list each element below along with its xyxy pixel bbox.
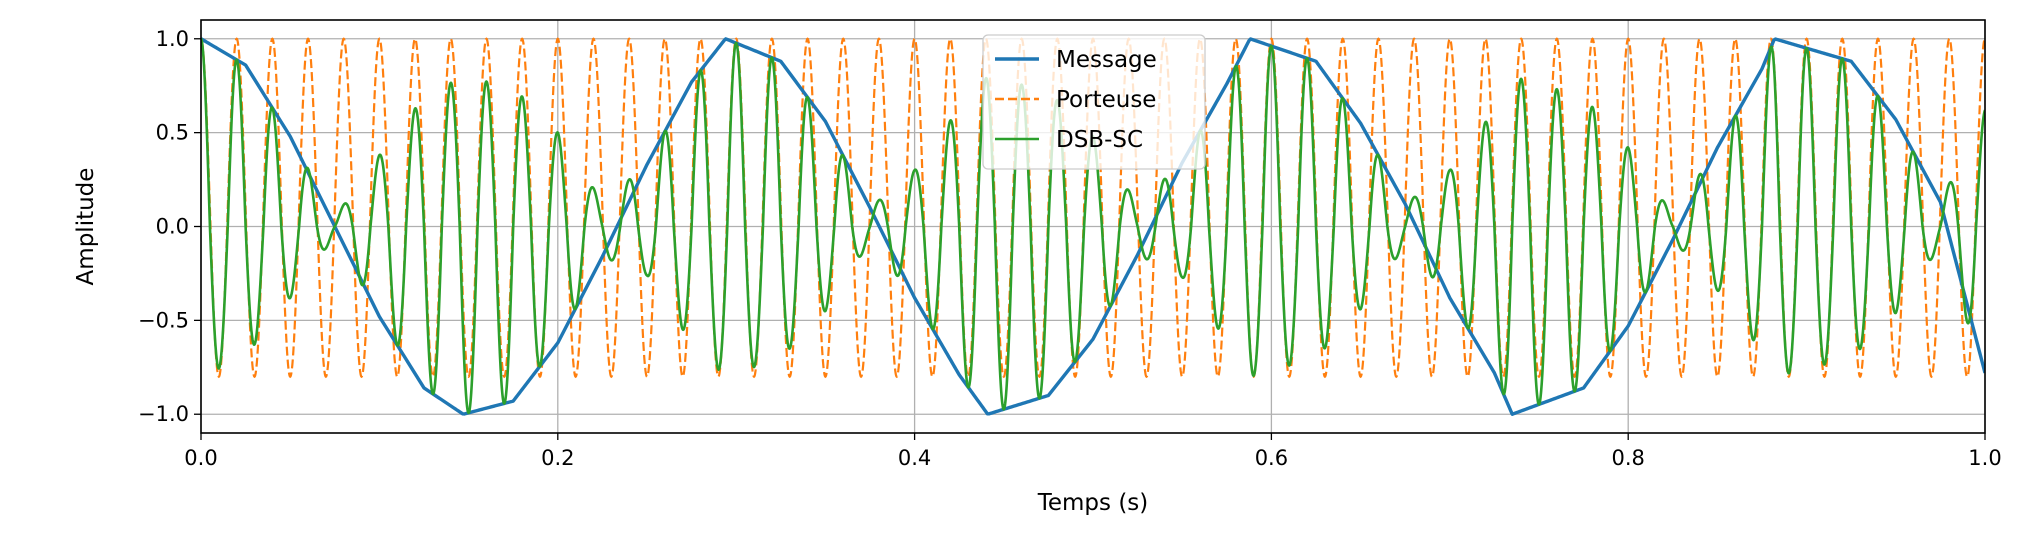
- legend-label-2: DSB-SC: [1056, 127, 1143, 153]
- series-message: [201, 37, 1985, 416]
- x-tick-label-5: 1.0: [1968, 446, 2001, 470]
- y-tick-label-0: 1.0: [156, 27, 189, 51]
- legend-entries: Message Porteuse DSB-SC: [995, 47, 1157, 153]
- x-tick-label-3: 0.6: [1255, 446, 1288, 470]
- y-tick-label-3: −0.5: [138, 308, 189, 332]
- legend-label-1: Porteuse: [1056, 87, 1156, 113]
- axis-ticks: 0.0 0.2 0.4 0.6 0.8 1.0 1.0 0.5 0.0 −0.5 −1.0: [138, 27, 2002, 470]
- legend-box: [982, 34, 1206, 170]
- x-tick-label-2: 0.4: [898, 446, 931, 470]
- x-tick-label-1: 0.2: [541, 446, 574, 470]
- y-axis-label: Amplitude: [73, 168, 99, 286]
- y-tick-label-4: −1.0: [138, 402, 189, 426]
- legend-label-0: Message: [1056, 47, 1157, 73]
- x-axis-label: Temps (s): [1037, 490, 1149, 516]
- y-tick-label-1: 0.5: [156, 121, 189, 145]
- x-tick-label-0: 0.0: [184, 446, 217, 470]
- y-tick-label-2: 0.0: [156, 215, 189, 239]
- legend: Message Porteuse DSB-SC: [982, 34, 1206, 170]
- x-tick-label-4: 0.8: [1611, 446, 1644, 470]
